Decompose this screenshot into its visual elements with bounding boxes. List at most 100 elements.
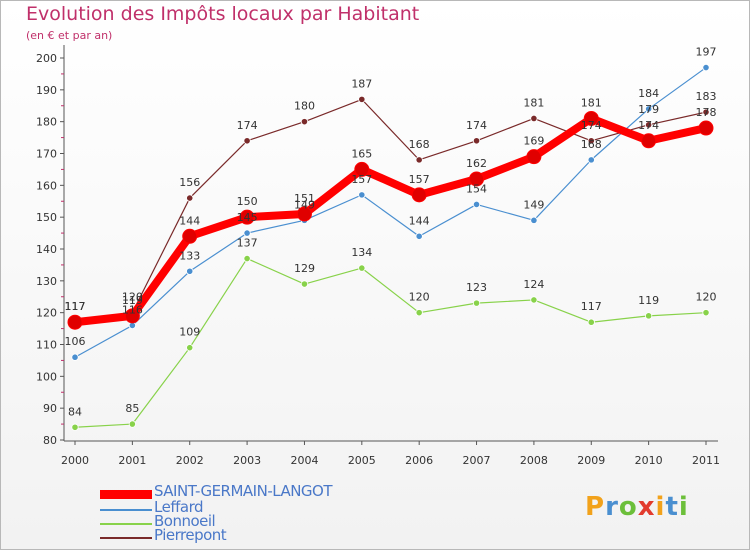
data-label: 174: [466, 119, 487, 132]
data-label: 84: [68, 405, 82, 418]
data-point: [472, 137, 481, 145]
y-tick-label: 120: [36, 307, 57, 320]
y-tick-label: 150: [36, 211, 57, 224]
legend-label: Bonnoeil: [154, 512, 216, 530]
data-label: 169: [523, 135, 544, 148]
legend-label: Leffard: [154, 498, 204, 516]
data-point: [587, 137, 595, 145]
series-line-1: [74, 67, 707, 358]
chart-title: Evolution des Impôts locaux par Habitant: [26, 3, 420, 25]
data-label: 151: [294, 192, 315, 205]
data-point: [354, 161, 370, 177]
x-tick-label: 2008: [520, 454, 548, 467]
x-tick-label: 2010: [635, 454, 663, 467]
y-tick-label: 190: [36, 84, 57, 97]
y-tick-label: 200: [36, 52, 57, 65]
data-label: 144: [179, 214, 200, 227]
data-label: 149: [294, 198, 315, 211]
data-label: 85: [125, 402, 139, 415]
data-label: 150: [237, 195, 258, 208]
y-tick-label: 130: [36, 275, 57, 288]
x-tick-label: 2011: [692, 454, 720, 467]
proxiti-logo: Proxiti: [585, 492, 689, 522]
data-label: 197: [696, 46, 717, 59]
legend-label: Pierrepont: [154, 526, 227, 544]
data-point: [124, 308, 140, 324]
data-point: [587, 318, 595, 326]
data-label: 178: [696, 106, 717, 119]
data-point: [358, 191, 366, 199]
series-line-2: [74, 257, 707, 428]
data-point: [472, 299, 481, 307]
x-tick-label: 2009: [577, 454, 605, 467]
data-label: 120: [696, 291, 717, 304]
data-point: [645, 105, 653, 113]
data-label: 183: [696, 90, 717, 103]
data-point: [411, 187, 427, 203]
data-point: [472, 200, 481, 209]
legend-swatch: [100, 537, 152, 539]
data-point: [583, 110, 599, 126]
legend-swatch: [100, 490, 152, 499]
data-label: 181: [581, 96, 602, 109]
data-point: [641, 133, 657, 149]
x-tick-label: 2000: [61, 454, 89, 467]
data-label: 181: [523, 96, 544, 109]
data-label: 109: [179, 326, 200, 339]
data-label: 133: [179, 249, 200, 262]
data-point: [698, 120, 714, 136]
x-tick-label: 2001: [118, 454, 146, 467]
data-label: 117: [581, 300, 602, 313]
data-point: [530, 296, 538, 304]
data-point: [243, 254, 251, 263]
data-point: [71, 353, 79, 361]
data-point: [415, 156, 423, 164]
data-point: [530, 216, 538, 224]
x-tick-label: 2004: [290, 454, 318, 467]
data-label: 187: [351, 77, 372, 90]
data-point: [300, 118, 309, 126]
data-label: 120: [409, 291, 430, 304]
data-point: [243, 137, 251, 145]
data-label: 157: [351, 173, 372, 186]
data-point: [300, 280, 309, 288]
data-label: 117: [65, 300, 86, 313]
y-tick-label: 170: [36, 148, 57, 161]
data-label: 156: [179, 176, 200, 189]
data-point: [645, 312, 653, 320]
data-label: 129: [294, 262, 315, 275]
legend-label: SAINT-GERMAIN-LANGOT: [154, 482, 333, 500]
data-label: 174: [638, 119, 659, 132]
data-label: 117: [65, 300, 86, 313]
y-tick-label: 90: [43, 402, 57, 415]
data-label: 145: [237, 211, 258, 224]
data-point: [67, 314, 83, 330]
data-label: 137: [237, 237, 258, 250]
x-tick-label: 2005: [348, 454, 376, 467]
data-point: [702, 63, 710, 72]
data-label: 179: [638, 103, 659, 116]
series-lines: [67, 63, 714, 431]
data-label: 174: [237, 119, 258, 132]
data-label: 106: [65, 335, 86, 348]
y-tick-label: 100: [36, 370, 57, 383]
data-label: 157: [409, 173, 430, 186]
data-point: [526, 149, 542, 165]
data-point: [296, 206, 312, 222]
data-point: [128, 420, 136, 428]
legend-swatch: [100, 523, 152, 525]
data-label: 134: [351, 246, 372, 259]
data-point: [186, 267, 194, 275]
legend-swatch: [100, 509, 152, 511]
series-line-0: [74, 114, 707, 327]
data-label: 165: [351, 147, 372, 160]
data-label: 162: [466, 157, 487, 170]
chart-subtitle: (en € et par an): [26, 29, 113, 42]
data-point: [415, 232, 423, 240]
data-point: [530, 114, 538, 123]
x-tick-label: 2003: [233, 454, 261, 467]
data-point: [71, 423, 79, 431]
data-point: [469, 171, 485, 187]
